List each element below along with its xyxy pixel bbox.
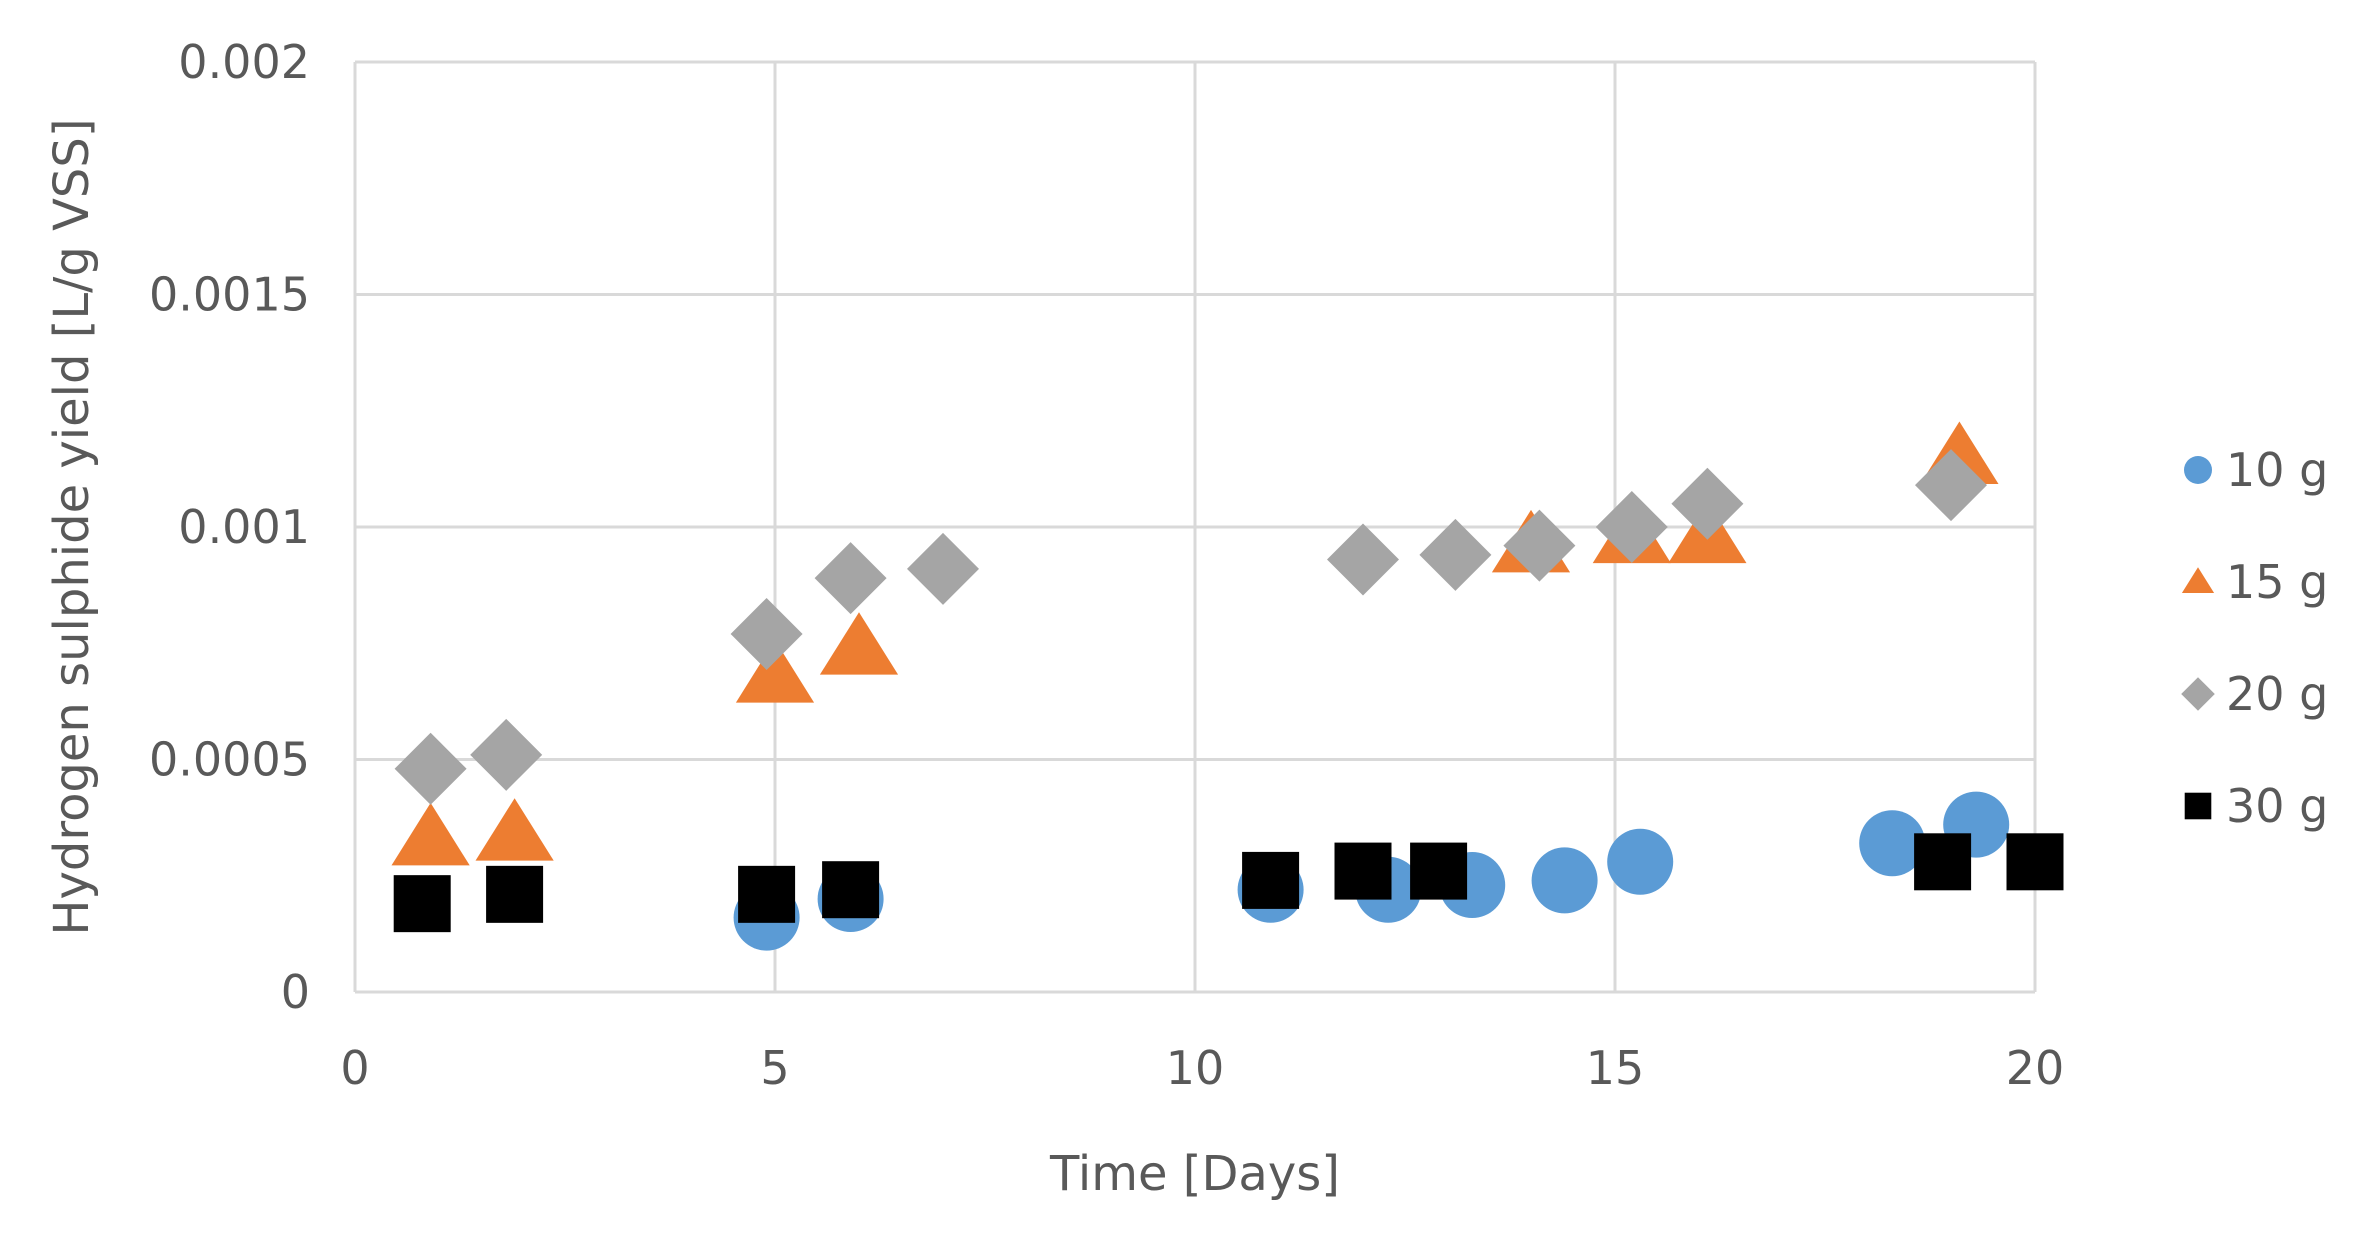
y-tick-label: 0.0015: [149, 268, 310, 322]
x-tick-label: 20: [2006, 1041, 2065, 1095]
point-15-g: [391, 802, 470, 866]
point-10-g: [1859, 810, 1926, 877]
point-20-g: [470, 718, 543, 791]
y-tick-label: 0.0005: [149, 733, 310, 787]
point-30-g: [486, 865, 544, 923]
point-30-g: [1410, 842, 1468, 900]
legend-label-15-g: 15 g: [2226, 555, 2328, 609]
gridlines: [355, 60, 2037, 992]
legend-item-15-g: 15 g: [2181, 555, 2328, 609]
point-20-g: [394, 732, 467, 805]
point-10-g: [1607, 828, 1674, 895]
legend-label-30-g: 30 g: [2226, 779, 2328, 833]
series-30-g: [393, 833, 2064, 933]
point-30-g: [393, 875, 451, 933]
legend-item-30-g: 30 g: [2184, 779, 2328, 833]
y-tick-label: 0.001: [178, 500, 310, 554]
point-20-g: [1419, 518, 1492, 591]
y-tick-label: 0.002: [178, 35, 310, 89]
point-15-g: [819, 612, 899, 675]
point-20-g: [907, 532, 979, 605]
point-30-g: [2006, 833, 2064, 891]
point-20-g: [1595, 491, 1668, 563]
point-20-g: [1327, 523, 1399, 596]
axes: [353, 62, 2035, 994]
point-20-g: [1915, 449, 1987, 522]
y-axis-title: Hydrogen sulphide yield [L/g VSS]: [44, 118, 100, 935]
x-tick-label: 5: [760, 1041, 789, 1095]
point-20-g: [730, 597, 803, 670]
point-30-g: [738, 865, 796, 923]
legend-marker-30-g: [2184, 792, 2212, 820]
legend-marker-10-g: [2184, 456, 2212, 484]
point-20-g: [1503, 509, 1576, 582]
point-15-g: [475, 798, 554, 861]
legend: 10 g 15 g 20 g 30 g: [2181, 443, 2328, 833]
x-tick-label: 0: [340, 1041, 369, 1095]
point-30-g: [1242, 851, 1300, 909]
point-20-g: [814, 542, 887, 615]
series-20-g: [394, 449, 1987, 805]
legend-item-20-g: 20 g: [2181, 667, 2328, 721]
data-markers: [391, 421, 2064, 951]
point-30-g: [822, 861, 880, 919]
x-tick-label: 15: [1586, 1041, 1645, 1095]
point-15-g: [735, 640, 815, 703]
y-tick-label: 0: [281, 965, 310, 1019]
legend-marker-15-g: [2181, 567, 2215, 594]
x-tick-labels: 0 5 10 15 20: [340, 1041, 2064, 1095]
legend-marker-20-g: [2181, 677, 2215, 711]
legend-label-10-g: 10 g: [2226, 443, 2328, 497]
point-30-g: [1334, 842, 1392, 900]
x-tick-label: 10: [1166, 1041, 1225, 1095]
x-axis-title: Time [Days]: [1049, 1146, 1340, 1202]
legend-label-20-g: 20 g: [2226, 667, 2328, 721]
point-20-g: [1671, 467, 1744, 540]
point-10-g: [1531, 847, 1598, 914]
legend-item-10-g: 10 g: [2184, 443, 2328, 497]
y-tick-labels: 0 0.0005 0.001 0.0015 0.002: [149, 35, 310, 1019]
point-30-g: [1914, 833, 1972, 891]
